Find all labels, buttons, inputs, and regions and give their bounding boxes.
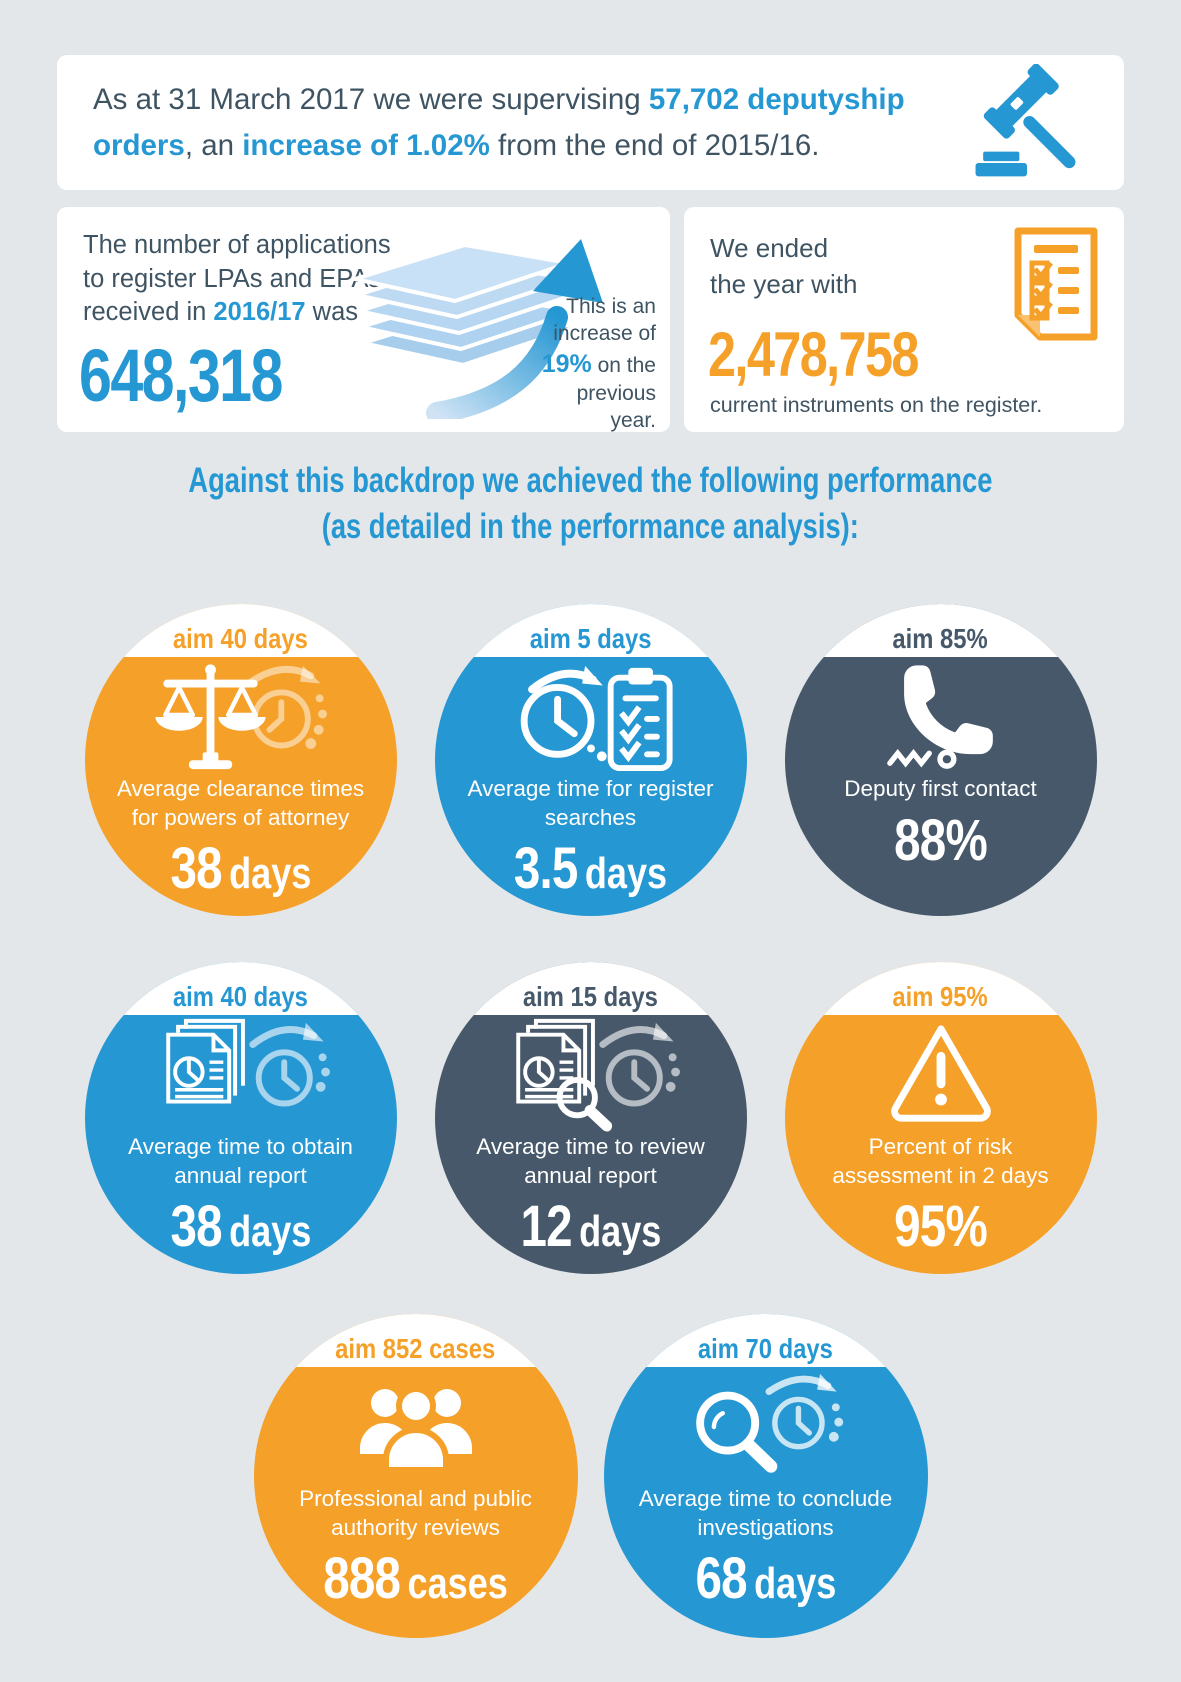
stat-circle-risk-assessment: aim 95% Percent of risk assessment in 2 … [784,962,1097,1274]
stat-label: Average time to review annual report [476,1134,705,1188]
aim-label: aim 5 days [529,623,652,654]
stat-circle-deputy-first-contact: aim 85% Deputy first contact 88% [784,604,1097,916]
aim-cap: aim 40 days [84,604,397,657]
report-clock-icon [147,1015,335,1133]
register-caption: current instruments on the register. [710,393,1043,417]
deputyship-orders-highlight: 57,702 deputyship orders [93,82,905,162]
applications-text-segment: was [305,298,359,327]
performance-heading: Against this backdrop we achieved the fo… [0,458,1181,549]
checklist-document-icon [1010,225,1102,348]
people-group-icon [352,1367,480,1485]
increase-note-segment: on the previous year. [576,353,656,433]
stat-circle-review-annual-report: aim 15 days [434,962,747,1274]
year-highlight: 2016/17 [213,298,306,327]
register-text-line: the year with [710,268,858,299]
papers-up-arrow-icon [345,221,645,424]
increase-note-segment: This is an increase of [553,295,656,346]
stat-label: Average time to conclude investigations [638,1486,893,1540]
aim-label: aim 15 days [523,981,658,1012]
register-text-line: We ended [710,233,829,263]
increase-note: This is an increase of 19% on the previo… [538,293,656,435]
aim-cap: aim 95% [784,962,1097,1015]
stat-label: Deputy first contact [844,776,1037,801]
magnifier-clock-icon [681,1367,851,1485]
aim-cap: aim 85% [784,604,1097,657]
stat-label: Average clearance times for powers of at… [116,776,365,830]
stats-row-3: aim 852 cases Professional and public au [0,1314,1181,1638]
stats-row-2: aim 40 days [0,962,1181,1274]
aim-label: aim 95% [892,981,989,1012]
stat-value: 38 days [170,836,311,902]
aim-cap: aim 15 days [434,962,747,1015]
stat-label: Professional and public authority review… [299,1486,532,1540]
warning-triangle-icon [881,1015,1001,1133]
register-value: 2,478,758 [708,320,919,390]
applications-text: The number of applications to register L… [83,229,418,330]
stat-label: Percent of risk assessment in 2 days [832,1134,1049,1188]
performance-heading-line1: Against this backdrop we achieved the fo… [188,461,993,500]
scales-clock-icon [146,657,336,775]
applications-card: The number of applications to register L… [57,207,670,432]
stat-value: 12 days [520,1194,661,1260]
applications-value: 648,318 [79,334,283,417]
stats-row-1: aim 40 days [0,604,1181,916]
stat-value: 888 cases [323,1546,508,1612]
increase-highlight: increase of 1.02% [242,128,490,162]
aim-label: aim 40 days [173,623,308,654]
supervision-text-segment: , an [184,128,243,162]
register-card: We ended the year with [684,207,1124,432]
clock-checklist-icon [505,657,677,775]
aim-label: aim 85% [892,623,989,654]
stat-label: Average time for register searches [467,776,714,830]
telephone-icon [881,657,1001,775]
stat-value: 38 days [170,1194,311,1260]
supervision-text-segment: from the end of 2015/16. [489,128,820,162]
increase-percent-highlight: 19% [541,349,592,378]
aim-label: aim 852 cases [335,1333,496,1364]
stat-circle-clearance-times: aim 40 days [84,604,397,916]
stat-value: 3.5 days [513,836,668,902]
aim-label: aim 40 days [173,981,308,1012]
report-magnifier-clock-icon [497,1015,685,1133]
aim-cap: aim 852 cases [253,1314,578,1367]
aim-cap: aim 5 days [434,604,747,657]
supervision-text-segment: As at 31 March 2017 we were supervising [93,82,649,116]
stat-value: 95% [894,1194,988,1260]
applications-text-segment: The number of applications to register L… [83,231,391,327]
stat-label: Average time to obtain annual report [128,1134,353,1188]
aim-cap: aim 40 days [84,962,397,1015]
stat-circle-conclude-investigations: aim 70 days Average [603,1314,928,1638]
aim-label: aim 70 days [698,1333,833,1364]
gavel-icon [975,63,1076,176]
aim-cap: aim 70 days [603,1314,928,1367]
supervision-text: As at 31 March 2017 we were supervising … [93,77,923,168]
stat-circle-register-searches: aim 5 days [434,604,747,916]
supervision-card: As at 31 March 2017 we were supervising … [57,55,1124,190]
stat-value: 68 days [695,1546,836,1612]
performance-heading-line2: (as detailed in the performance analysis… [321,506,860,546]
stat-value: 88% [894,807,988,873]
stat-circle-obtain-annual-report: aim 40 days [84,962,397,1274]
stat-circle-authority-reviews: aim 852 cases Professional and public au [253,1314,578,1638]
